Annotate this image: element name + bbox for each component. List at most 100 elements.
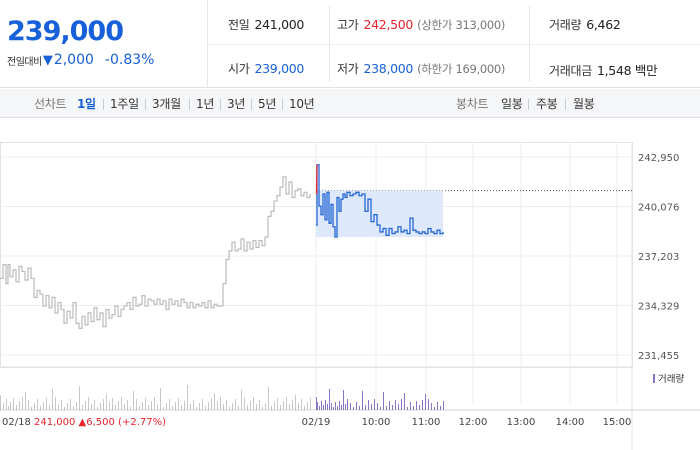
- prev-close-label: 전일: [228, 18, 250, 32]
- prev-day-volume-bar: [121, 397, 122, 410]
- prev-day-volume-bar: [268, 387, 269, 410]
- today-volume-bar: [419, 405, 420, 410]
- prev-day-volume-bar: [253, 397, 254, 410]
- prev-day-volume-bar: [262, 407, 263, 410]
- prev-day-volume-bar: [160, 388, 161, 410]
- prev-day-summary: 02/18 241,000 ▲6,500 (+2.77%): [2, 417, 166, 428]
- prev-day-volume-bar: [184, 401, 185, 410]
- period-3y-button[interactable]: 3년: [227, 97, 246, 111]
- prev-day-volume-bar: [28, 400, 29, 410]
- prev-day-volume-bar: [163, 407, 164, 410]
- prev-day-volume-bar: [130, 407, 131, 410]
- today-volume-bar: [410, 402, 411, 410]
- high-stat: 고가 242,500 (상한가 313,000): [337, 16, 505, 33]
- prev-day-close: 241,000: [34, 417, 79, 428]
- quote-panel: 239,000 전일대비 ▼ 2,000 -0.83% 전일 241,000 시가…: [0, 0, 700, 88]
- change-rate: -0.83%: [104, 52, 155, 68]
- prev-day-volume-bar: [301, 399, 302, 410]
- today-volume-bar: [380, 407, 381, 410]
- period-1d-button[interactable]: 1일: [77, 97, 96, 111]
- y-tick-label: 231,455: [638, 351, 679, 362]
- today-volume-bar: [434, 407, 435, 410]
- today-volume-bar: [333, 407, 334, 410]
- prev-day-volume-bar: [271, 406, 272, 410]
- prev-day-volume-bar: [148, 405, 149, 410]
- prev-day-volume-bar: [3, 403, 4, 410]
- prev-day-volume-bar: [202, 399, 203, 410]
- down-triangle-icon: ▼: [42, 52, 53, 68]
- prev-day-volume-bar: [40, 406, 41, 410]
- prev-day-volume-bar: [211, 398, 212, 410]
- prev-day-volume-bar: [295, 395, 296, 410]
- prev-day-volume-bar: [145, 398, 146, 410]
- prev-day-volume-bar: [274, 402, 275, 410]
- prev-day-volume-bar: [238, 406, 239, 410]
- prev-day-volume-bar: [205, 406, 206, 410]
- prev-day-volume-bar: [175, 402, 176, 410]
- lower-limit: (하한가 169,000): [417, 62, 506, 76]
- candle-chart-label: 봉차트: [456, 97, 489, 111]
- period-1w-button[interactable]: 1주일: [110, 97, 139, 111]
- x-tick-label: 14:00: [556, 417, 585, 428]
- intraday-high-spike: [315, 164, 318, 195]
- y-tick-label: 240,076: [638, 203, 679, 214]
- candle-monthly-button[interactable]: 월봉: [573, 97, 595, 111]
- candle-daily-button[interactable]: 일봉: [501, 97, 523, 111]
- prev-day-volume-bar: [82, 405, 83, 410]
- prev-day-volume-bar: [232, 403, 233, 410]
- today-volume-bar: [339, 401, 340, 410]
- today-volume-bar: [341, 405, 342, 410]
- stats-row-divider: [208, 44, 700, 45]
- prev-close-value: 241,000: [254, 17, 305, 32]
- prev-day-volume-bar: [61, 400, 62, 410]
- today-volume-bar: [353, 407, 354, 410]
- period-5y-button[interactable]: 5년: [258, 97, 277, 111]
- prev-day-volume-bar: [94, 400, 95, 410]
- toolbar-divider: [189, 99, 190, 110]
- prev-day-volume-bar: [298, 403, 299, 410]
- trade-value-value: 1,548 백만: [596, 63, 658, 78]
- today-volume-bar: [350, 403, 351, 410]
- toolbar-divider: [145, 99, 146, 110]
- stats-column-divider: [329, 6, 330, 82]
- low-value: 238,000: [363, 61, 414, 76]
- prev-day-volume-bar: [97, 407, 98, 410]
- prev-day-volume-bar: [49, 405, 50, 410]
- period-3m-button[interactable]: 3개월: [152, 97, 181, 111]
- today-volume-bar: [422, 400, 423, 410]
- prev-day-volume-bar: [193, 400, 194, 410]
- today-volume-bar: [440, 406, 441, 410]
- prev-day-volume-bar: [10, 402, 11, 410]
- trade-value-stat: 거래대금 1,548 백만: [549, 60, 658, 79]
- prev-day-volume-bar: [154, 397, 155, 410]
- high-value: 242,500: [363, 17, 414, 32]
- today-volume-bar: [407, 407, 408, 410]
- prev-day-volume-bar: [289, 404, 290, 410]
- prev-day-volume-bar: [265, 403, 266, 410]
- high-label: 고가: [337, 18, 359, 32]
- today-volume-bar: [392, 405, 393, 410]
- open-label: 시가: [228, 62, 250, 76]
- prev-day-volume-bar: [133, 391, 134, 410]
- prev-day-volume-bar: [64, 407, 65, 410]
- candle-weekly-button[interactable]: 주봉: [536, 97, 558, 111]
- today-volume-bar: [374, 399, 375, 410]
- prev-day-volume-bar: [13, 398, 14, 410]
- prev-day-volume-bar: [136, 399, 137, 410]
- volume-legend-swatch: [653, 374, 655, 383]
- today-volume-bar: [431, 403, 432, 410]
- today-volume-bar: [329, 389, 330, 410]
- toolbar-divider: [282, 99, 283, 110]
- prev-day-volume-bar: [43, 402, 44, 410]
- toolbar-divider: [528, 99, 529, 110]
- prev-day-volume-bar: [109, 402, 110, 410]
- prev-day-volume-bar: [8, 406, 9, 410]
- period-1y-button[interactable]: 1년: [196, 97, 215, 111]
- toolbar-divider: [220, 99, 221, 110]
- today-volume-bar: [317, 402, 318, 410]
- period-10y-button[interactable]: 10년: [289, 97, 315, 111]
- prev-day-volume-bar: [103, 399, 104, 410]
- prev-day-volume-bar: [37, 399, 38, 410]
- prev-day-volume-bar: [208, 402, 209, 410]
- prev-day-volume-bar: [79, 386, 80, 410]
